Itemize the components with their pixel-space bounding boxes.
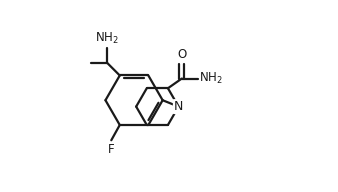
Text: NH$_2$: NH$_2$ — [199, 71, 223, 86]
Text: NH$_2$: NH$_2$ — [95, 31, 119, 46]
Text: O: O — [177, 48, 187, 61]
Text: F: F — [108, 143, 115, 156]
Text: N: N — [174, 100, 183, 113]
